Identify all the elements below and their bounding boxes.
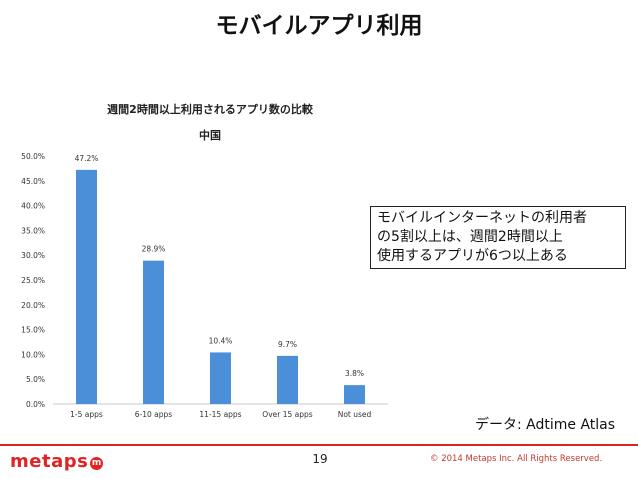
- bar: [210, 352, 231, 404]
- data-label: 3.8%: [345, 369, 364, 378]
- bar: [76, 169, 97, 404]
- bar: [277, 355, 298, 404]
- y-tick-label: 50.0%: [21, 152, 45, 161]
- footer-divider: [0, 444, 638, 446]
- data-label: 10.4%: [209, 336, 233, 345]
- y-tick-label: 45.0%: [21, 177, 45, 186]
- y-tick-label: 0.0%: [26, 400, 45, 409]
- y-tick-label: 30.0%: [21, 251, 45, 260]
- bar: [143, 260, 164, 404]
- data-label: 47.2%: [75, 154, 99, 163]
- page-number: 19: [312, 452, 328, 466]
- callout-box: モバイルインターネットの利用者 の5割以上は、週間2時間以上 使用するアプリが6…: [370, 206, 626, 269]
- slide-title: モバイルアプリ利用: [215, 13, 423, 39]
- y-tick-label: 5.0%: [26, 375, 45, 384]
- logo-mark-icon: m: [90, 457, 104, 470]
- y-tick-label: 25.0%: [21, 276, 45, 285]
- y-tick-label: 10.0%: [21, 350, 45, 359]
- y-tick-label: 40.0%: [21, 202, 45, 211]
- chart-title: 週間2時間以上利用されるアプリ数の比較: [107, 103, 313, 116]
- y-tick-label: 20.0%: [21, 301, 45, 310]
- copyright-text: © 2014 Metaps Inc. All Rights Reserved.: [430, 454, 603, 464]
- logo-text: metaps: [10, 451, 89, 472]
- data-label: 28.9%: [142, 245, 166, 254]
- x-tick-label: Over 15 apps: [262, 410, 312, 419]
- x-tick-label: 11-15 apps: [199, 410, 241, 419]
- y-tick-label: 35.0%: [21, 226, 45, 235]
- x-tick-label: 1-5 apps: [70, 410, 103, 419]
- x-tick-label: 6-10 apps: [135, 410, 173, 419]
- chart-subtitle: 中国: [199, 129, 221, 142]
- data-label: 9.7%: [278, 340, 297, 349]
- x-tick-label: Not used: [338, 410, 372, 419]
- bar-chart: 0.0% 5.0% 10.0% 15.0% 20.0% 25.0% 30.0% 35.0% 40…: [21, 152, 388, 419]
- y-tick-label: 15.0%: [21, 326, 45, 335]
- metaps-logo: metaps m: [10, 451, 104, 472]
- bar: [344, 385, 365, 404]
- source-label: データ: Adtime Atlas: [475, 417, 616, 433]
